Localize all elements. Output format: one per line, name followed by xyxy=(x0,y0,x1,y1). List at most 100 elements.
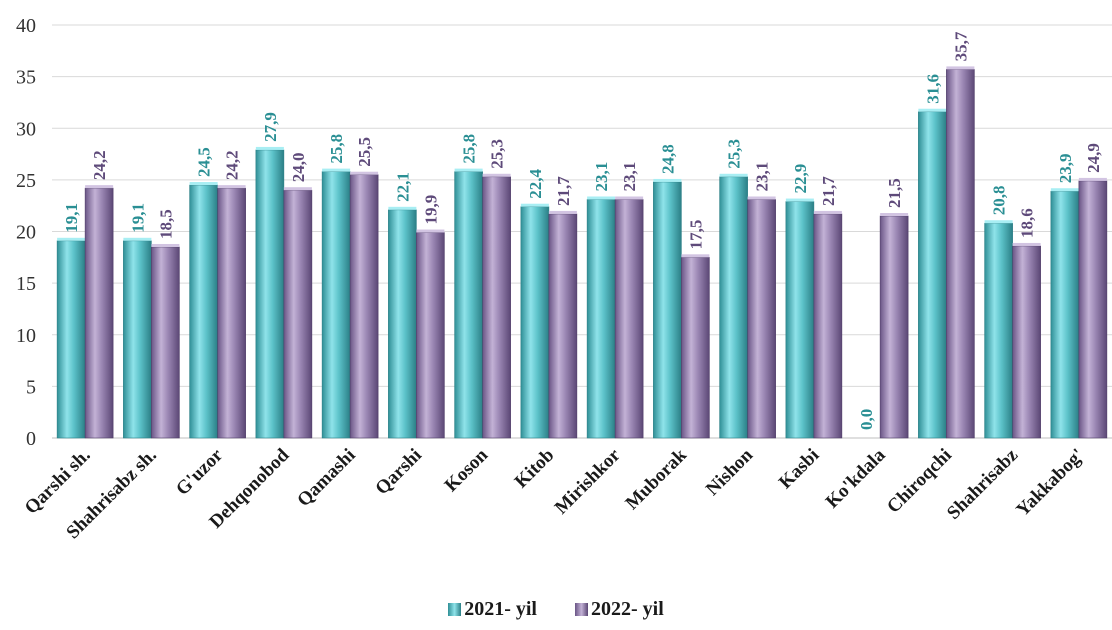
bar-top-2021-9 xyxy=(653,178,682,182)
data-label-2021-9: 24,8 xyxy=(658,144,677,174)
bar-top-2022-8 xyxy=(615,196,644,200)
x-tick-label: Kasbi xyxy=(775,445,823,493)
bar-top-2022-0 xyxy=(85,185,114,189)
data-label-2021-3: 27,9 xyxy=(261,112,280,142)
y-tick-label: 40 xyxy=(16,15,36,37)
y-tick-label: 10 xyxy=(16,325,36,347)
legend-swatch-2021 xyxy=(448,603,462,616)
bar-2022-7 xyxy=(548,213,578,439)
bar-2022-12 xyxy=(879,215,909,439)
data-label-2022-1: 18,5 xyxy=(156,209,175,239)
y-tick-label: 0 xyxy=(26,428,36,450)
bar-2022-6 xyxy=(482,176,511,439)
data-label-2022-14: 18,6 xyxy=(1018,208,1037,238)
bar-2022-14 xyxy=(1012,245,1041,439)
bar-top-2021-15 xyxy=(1050,188,1079,192)
data-label-2022-6: 25,3 xyxy=(488,139,507,169)
bar-top-2021-10 xyxy=(719,173,748,177)
data-label-2021-13: 31,6 xyxy=(923,74,942,104)
bar-2021-9 xyxy=(653,181,682,439)
legend-label-2022: 2022- yil xyxy=(591,598,664,620)
bar-2022-8 xyxy=(614,199,644,439)
bar-top-2021-2 xyxy=(189,182,218,186)
y-tick-label: 25 xyxy=(16,170,36,192)
data-label-2022-11: 21,7 xyxy=(819,176,838,206)
bar-top-2021-14 xyxy=(984,220,1013,224)
bar-chart-svg: 0 5 10 15 20 25 30 35 40 19,1 24,2 19,1 18,5 24,5 24,… xyxy=(16,15,1112,543)
bar-top-2022-14 xyxy=(1012,242,1041,246)
x-tick-label: Shahrisabz xyxy=(943,444,1022,523)
bar-top-2022-5 xyxy=(416,229,445,233)
legend-label-2021: 2021- yil xyxy=(464,598,537,620)
x-tick-label: Muborak xyxy=(622,444,692,514)
bar-top-2021-13 xyxy=(918,108,947,112)
data-label-2021-8: 23,1 xyxy=(592,162,611,192)
bar-2022-0 xyxy=(84,187,114,439)
data-label-2022-8: 23,1 xyxy=(620,162,639,192)
bar-2021-13 xyxy=(918,111,947,439)
data-label-2022-2: 24,2 xyxy=(223,150,242,180)
bar-top-2022-11 xyxy=(813,210,842,214)
x-tick-label: Yakkabog' xyxy=(1012,445,1088,521)
legend-item-2022: 2022- yil xyxy=(575,598,664,621)
bar-top-2021-8 xyxy=(587,196,616,200)
bar-top-2021-4 xyxy=(322,168,351,172)
data-label-2021-2: 24,5 xyxy=(195,147,214,177)
bar-2022-5 xyxy=(416,232,445,439)
data-label-2021-0: 19,1 xyxy=(62,203,81,233)
bar-2022-3 xyxy=(283,189,313,439)
data-label-2022-12: 21,5 xyxy=(885,178,904,208)
y-tick-label: 5 xyxy=(26,376,36,398)
bar-top-2022-2 xyxy=(217,185,246,189)
data-label-2021-1: 19,1 xyxy=(128,203,147,233)
data-label-2022-9: 17,5 xyxy=(686,220,705,250)
data-label-2021-11: 22,9 xyxy=(791,164,810,194)
bar-2021-15 xyxy=(1050,190,1080,439)
bar-2021-7 xyxy=(520,206,550,439)
data-label-2022-5: 19,9 xyxy=(421,195,440,225)
y-tick-label: 15 xyxy=(16,273,36,295)
bar-2022-11 xyxy=(813,213,843,439)
data-label-2022-15: 24,9 xyxy=(1084,143,1103,173)
bar-2022-2 xyxy=(217,187,246,439)
x-tick-label: Koson xyxy=(441,444,493,496)
x-tick-label: G'uzor xyxy=(172,444,228,500)
bar-2021-5 xyxy=(388,209,417,439)
bar-2021-14 xyxy=(984,222,1013,439)
bar-2021-1 xyxy=(123,240,152,439)
data-label-2022-7: 21,7 xyxy=(554,176,573,206)
bar-top-2022-3 xyxy=(283,187,312,191)
bar-top-2022-7 xyxy=(548,210,577,214)
data-label-2021-4: 25,8 xyxy=(327,134,346,164)
x-tick-label: Kitob xyxy=(511,445,559,493)
bar-top-2021-6 xyxy=(454,168,483,172)
y-tick-label: 30 xyxy=(16,118,36,140)
bar-top-2022-12 xyxy=(880,213,909,217)
data-label-2021-15: 23,9 xyxy=(1056,153,1075,183)
bar-top-2021-1 xyxy=(123,237,152,241)
data-label-2022-3: 24,0 xyxy=(289,152,308,182)
bar-top-2021-11 xyxy=(785,198,814,202)
bar-2021-2 xyxy=(189,184,218,439)
bar-top-2022-10 xyxy=(747,196,776,200)
data-label-2022-4: 25,5 xyxy=(355,137,374,167)
bar-2021-4 xyxy=(321,171,351,439)
bar-2022-1 xyxy=(151,246,180,439)
bar-top-2022-1 xyxy=(151,243,180,247)
bar-2021-6 xyxy=(454,171,483,439)
bar-top-2021-7 xyxy=(520,203,549,207)
bar-top-2021-0 xyxy=(57,237,86,241)
x-tick-label: Mirishkor xyxy=(551,444,625,518)
bar-top-2021-3 xyxy=(255,146,284,150)
bar-2021-10 xyxy=(719,176,748,439)
legend-item-2021: 2021- yil xyxy=(448,598,537,621)
x-tick-label: Qarshi xyxy=(371,445,425,499)
data-label-2021-14: 20,8 xyxy=(990,185,1009,215)
data-label-2021-12: 0,0 xyxy=(857,409,876,430)
bar-2022-15 xyxy=(1078,180,1108,439)
x-tick-label: Ko'kdala xyxy=(822,444,890,512)
bar-2021-0 xyxy=(56,240,86,439)
bar-top-2021-5 xyxy=(388,206,417,210)
bar-top-2022-4 xyxy=(350,171,379,175)
